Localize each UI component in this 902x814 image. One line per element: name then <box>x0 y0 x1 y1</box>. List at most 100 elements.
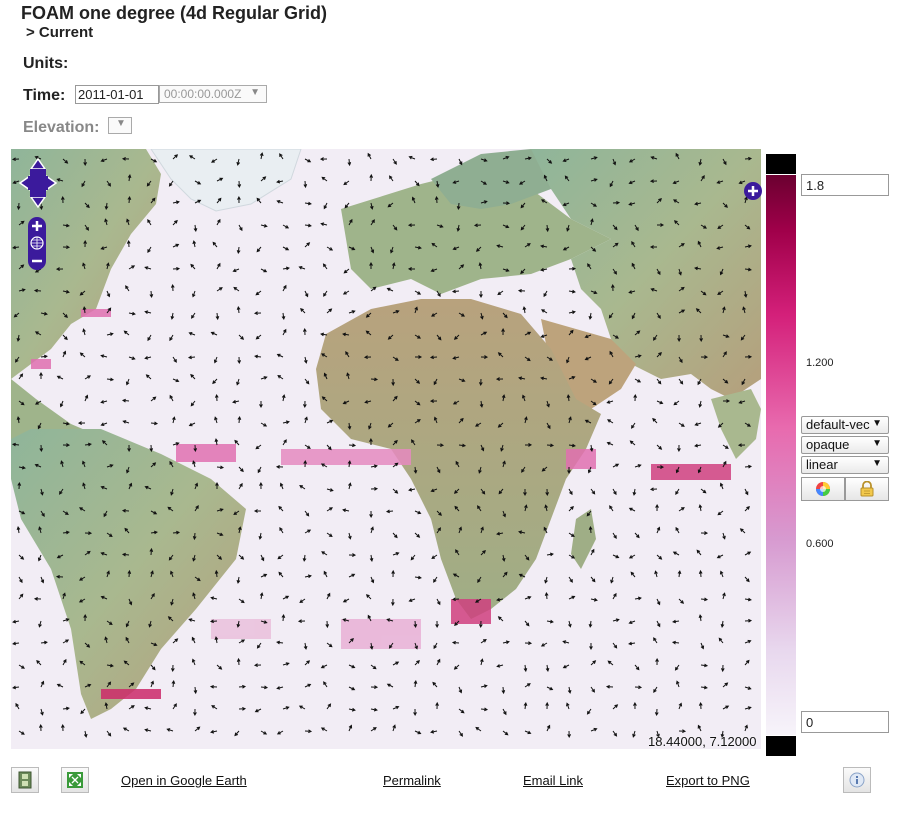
scale-select[interactable]: linear ▼ <box>801 456 889 474</box>
vector-arrow <box>479 291 483 299</box>
vector-arrow <box>656 730 660 738</box>
vector-arrow <box>144 266 152 270</box>
vector-arrow <box>719 268 724 276</box>
fullscreen-button[interactable] <box>61 767 89 793</box>
vector-arrow <box>170 664 175 673</box>
coordinate-readout: 18.44000, 7.12000 <box>648 734 757 749</box>
vector-arrow <box>257 466 262 474</box>
vector-arrow <box>11 442 20 447</box>
vector-arrow <box>100 485 108 490</box>
vector-arrow <box>84 202 90 209</box>
opacity-select[interactable]: opaque ▼ <box>801 436 889 454</box>
vector-arrow <box>588 312 593 320</box>
scale-max-input[interactable] <box>801 174 889 196</box>
vector-arrow <box>414 659 420 666</box>
vector-arrow <box>168 180 174 187</box>
vector-arrow <box>277 554 284 560</box>
vector-arrow <box>260 422 268 427</box>
vector-arrow <box>298 705 306 710</box>
vector-arrow <box>458 417 464 424</box>
map-canvas[interactable] <box>11 149 761 749</box>
vector-arrow <box>590 727 598 732</box>
vector-arrow <box>125 285 130 292</box>
permalink-link[interactable]: Permalink <box>383 773 441 788</box>
vector-arrow <box>77 421 86 425</box>
email-link[interactable]: Email Link <box>523 773 583 788</box>
date-input[interactable] <box>75 85 159 104</box>
chevron-down-icon: ▼ <box>872 438 882 449</box>
vector-arrow <box>172 243 180 248</box>
vector-arrow <box>562 158 570 162</box>
vector-arrow <box>319 157 328 161</box>
vector-arrow <box>414 400 421 406</box>
vector-arrow <box>210 729 218 734</box>
vector-arrow <box>543 174 548 182</box>
vector-arrow <box>282 266 290 271</box>
vector-arrow <box>722 351 727 358</box>
vector-arrow <box>34 463 42 468</box>
vector-arrow <box>253 311 262 316</box>
pan-arrows-icon[interactable] <box>19 157 57 209</box>
layer-switcher-icon[interactable] <box>743 181 763 201</box>
vector-arrow <box>606 419 614 424</box>
lock-scale-button[interactable] <box>845 477 889 501</box>
vector-arrow <box>740 334 746 341</box>
vector-arrow <box>501 327 505 336</box>
vector-arrow <box>632 730 636 738</box>
vector-arrow <box>633 393 638 402</box>
vector-arrow <box>656 400 664 405</box>
vector-arrow <box>193 708 197 717</box>
animation-button[interactable] <box>11 767 39 793</box>
vector-arrow <box>237 356 242 365</box>
vector-arrow <box>236 620 241 628</box>
zoom-control[interactable] <box>27 216 47 271</box>
vector-arrow <box>458 526 462 534</box>
vector-arrow <box>342 332 350 337</box>
vector-arrow <box>256 246 262 253</box>
vector-arrow <box>188 155 196 160</box>
vector-arrow <box>628 620 636 624</box>
vector-arrow <box>590 178 598 182</box>
vector-arrow <box>540 376 548 381</box>
vector-arrow <box>391 569 395 578</box>
vector-arrow <box>192 290 196 298</box>
vector-arrow <box>370 486 379 491</box>
time-label: Time: <box>23 87 66 104</box>
vector-arrow <box>433 378 438 386</box>
vector-arrow <box>276 179 284 184</box>
vector-arrow <box>370 286 377 292</box>
vector-arrow <box>106 307 112 314</box>
vector-arrow <box>612 618 620 622</box>
vector-arrow <box>370 464 378 469</box>
vector-arrow <box>739 528 746 534</box>
export-png-link[interactable]: Export to PNG <box>666 773 750 788</box>
vector-arrow <box>172 378 180 383</box>
vector-arrow <box>348 707 356 712</box>
info-button[interactable] <box>843 767 871 793</box>
vector-arrow <box>700 290 707 296</box>
style-select[interactable]: default-vec ▼ <box>801 416 889 434</box>
vector-arrow <box>370 377 379 382</box>
time-select[interactable]: 00:00:00.000Z ▼ <box>159 85 267 103</box>
vector-arrow <box>82 328 86 336</box>
vector-arrow <box>16 416 21 424</box>
vector-arrow <box>15 702 20 710</box>
vector-arrow <box>744 488 749 496</box>
vector-arrow <box>545 224 550 233</box>
vector-arrow <box>62 245 71 250</box>
vector-arrow <box>605 684 614 689</box>
vector-arrow <box>282 224 290 229</box>
open-google-earth-link[interactable]: Open in Google Earth <box>121 773 247 788</box>
vector-arrow <box>720 730 725 738</box>
vector-arrow <box>590 576 596 583</box>
vector-arrow <box>348 664 356 669</box>
vector-arrow <box>348 573 356 578</box>
vector-arrow <box>697 724 702 732</box>
vector-arrow <box>433 642 438 650</box>
scale-min-input[interactable] <box>801 711 889 733</box>
palette-button[interactable] <box>801 477 845 501</box>
vector-arrow <box>215 481 219 489</box>
elevation-select[interactable]: ▼ <box>108 117 132 134</box>
time-select-value: 00:00:00.000Z <box>164 87 242 101</box>
vector-arrow <box>18 730 25 735</box>
